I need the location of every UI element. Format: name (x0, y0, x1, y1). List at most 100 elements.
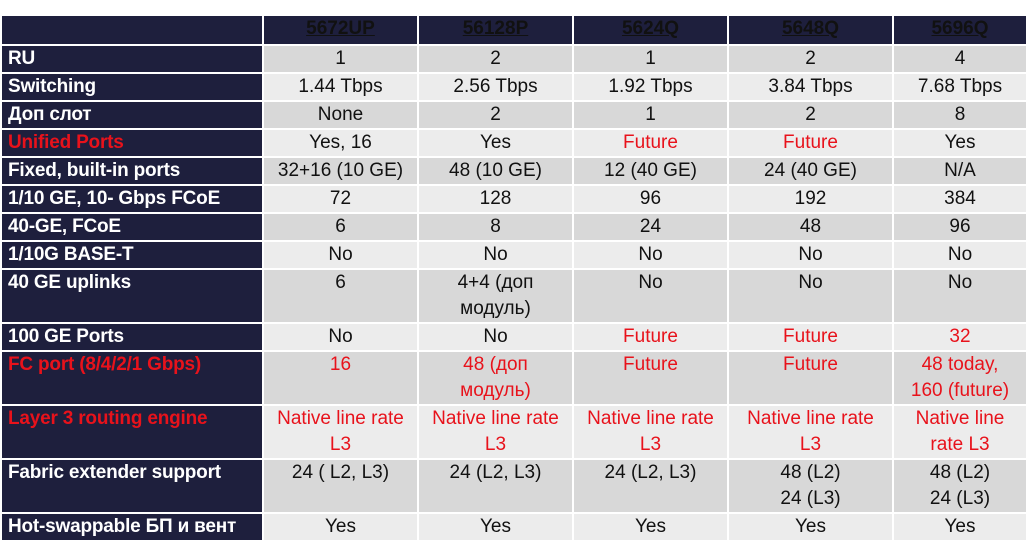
table-row: 1/10G BASE-T No No No No No (0, 240, 1026, 270)
table-cell: No (262, 240, 419, 270)
table-row: RU 1 2 1 2 4 (0, 44, 1026, 74)
table-cell: 4 (892, 44, 1026, 74)
table-cell: 1.92 Tbps (572, 72, 729, 102)
table-row: Fixed, built-in ports 32+16 (10 GE) 48 (… (0, 156, 1026, 186)
cell-line: Native line rate (432, 408, 559, 429)
cell-line: rate L3 (930, 434, 990, 455)
table-cell: No (727, 268, 894, 324)
table-cell: 48 (L2) 24 (L3) (892, 458, 1026, 514)
cell-line: L3 (639, 434, 662, 455)
row-label: Fixed, built-in ports (0, 156, 264, 186)
table-cell: 2.56 Tbps (417, 72, 574, 102)
cell-line: 24 (L3) (780, 488, 841, 509)
table-cell: 384 (892, 184, 1026, 214)
table-cell: No (572, 268, 729, 324)
cell-line: 24 (L2, L3) (449, 462, 542, 483)
cell-line: Future (623, 354, 678, 375)
table-cell: 24 (L2, L3) (417, 458, 574, 514)
row-label: 1/10G BASE-T (0, 240, 264, 270)
table-cell: Future (572, 350, 729, 406)
table-cell: No (572, 240, 729, 270)
row-label: 40 GE uplinks (0, 268, 264, 324)
table-cell: 1 (262, 44, 419, 74)
table-cell: Future (572, 128, 729, 158)
table-row: Fabric extender support 24 ( L2, L3) 24 … (0, 458, 1026, 514)
table-cell: 24 (40 GE) (727, 156, 894, 186)
table-cell: 24 (L2, L3) (572, 458, 729, 514)
table-cell: 1 (572, 100, 729, 130)
header-model-56128p: 56128P (417, 14, 574, 46)
table-cell: None (262, 100, 419, 130)
row-label: 1/10 GE, 10- Gbps FCoE (0, 184, 264, 214)
table-cell: 6 (262, 268, 419, 324)
cell-line: 6 (335, 272, 346, 293)
table-cell: 2 (727, 44, 894, 74)
table-cell: Yes (572, 512, 729, 542)
table-cell: Yes (262, 512, 419, 542)
table-cell: Future (572, 322, 729, 352)
table-cell: 96 (892, 212, 1026, 242)
header-model-5696q: 5696Q (892, 14, 1026, 46)
cell-line: No (798, 272, 823, 293)
table-cell: 2 (417, 44, 574, 74)
table-cell: 32 (892, 322, 1026, 352)
cell-line: 48 (L2) (780, 462, 841, 483)
table-row: 40 GE uplinks 6 4+4 (доп модуль) No No No (0, 268, 1026, 324)
table-cell: Yes (417, 512, 574, 542)
table-cell: 12 (40 GE) (572, 156, 729, 186)
table-cell: 48 today, 160 (future) (892, 350, 1026, 406)
row-label: Hot-swappable БП и вент (0, 512, 264, 542)
table-cell: Native line rate L3 (572, 404, 729, 460)
table-cell: 1 (572, 44, 729, 74)
table-row: 100 GE Ports No No Future Future 32 (0, 322, 1026, 352)
row-label: Layer 3 routing engine (0, 404, 264, 460)
row-label: Доп слот (0, 100, 264, 130)
cell-line: L3 (484, 434, 507, 455)
table-cell: 48 (10 GE) (417, 156, 574, 186)
table-cell: Native line rate L3 (417, 404, 574, 460)
table-cell: No (892, 240, 1026, 270)
table-cell: No (727, 240, 894, 270)
table-cell: 48 (727, 212, 894, 242)
cell-line: 160 (future) (910, 380, 1010, 401)
cell-line: No (638, 272, 663, 293)
cell-line: Native line (915, 408, 1005, 429)
cell-line: модуль) (460, 380, 531, 401)
cell-line: 4+4 (доп (457, 272, 534, 293)
row-label: FC port (8/4/2/1 Gbps) (0, 350, 264, 406)
table-row: Switching 1.44 Tbps 2.56 Tbps 1.92 Tbps … (0, 72, 1026, 102)
table-row: Unified Ports Yes, 16 Yes Future Future … (0, 128, 1026, 158)
table-cell: 24 ( L2, L3) (262, 458, 419, 514)
cell-line: Native line rate (277, 408, 404, 429)
table-cell: 48 (доп модуль) (417, 350, 574, 406)
table-cell: 6 (262, 212, 419, 242)
table-cell: 128 (417, 184, 574, 214)
table-cell: Native line rate L3 (892, 404, 1026, 460)
table-cell: Yes, 16 (262, 128, 419, 158)
cell-line: 24 (L3) (929, 488, 991, 509)
row-label: Fabric extender support (0, 458, 264, 514)
cell-line: L3 (799, 434, 822, 455)
table-cell: 24 (572, 212, 729, 242)
cell-line: модуль) (460, 298, 531, 319)
table-cell: Yes (892, 128, 1026, 158)
table-row: 1/10 GE, 10- Gbps FCoE 72 128 96 192 384 (0, 184, 1026, 214)
header-model-5672up: 5672UP (262, 14, 419, 46)
table-cell: 1.44 Tbps (262, 72, 419, 102)
table-cell: 48 (L2) 24 (L3) (727, 458, 894, 514)
table-cell: 3.84 Tbps (727, 72, 894, 102)
table-row: Hot-swappable БП и вент Yes Yes Yes Yes … (0, 512, 1026, 542)
table-cell: 16 (262, 350, 419, 406)
cell-line: Native line rate (587, 408, 714, 429)
row-label: Switching (0, 72, 264, 102)
cell-line: Native line rate (747, 408, 874, 429)
spec-comparison-table: 5672UP 56128P 5624Q 5648Q 5696Q RU 1 2 1… (0, 14, 1026, 542)
table-cell: 7.68 Tbps (892, 72, 1026, 102)
cell-line: 24 ( L2, L3) (291, 462, 390, 483)
table-row: 40-GE, FCoE 6 8 24 48 96 (0, 212, 1026, 242)
table-cell: 2 (417, 100, 574, 130)
cell-line: 48 today, (921, 354, 999, 375)
header-model-5648q: 5648Q (727, 14, 894, 46)
table-cell: No (892, 268, 1026, 324)
cell-line: 48 (доп (463, 354, 528, 375)
